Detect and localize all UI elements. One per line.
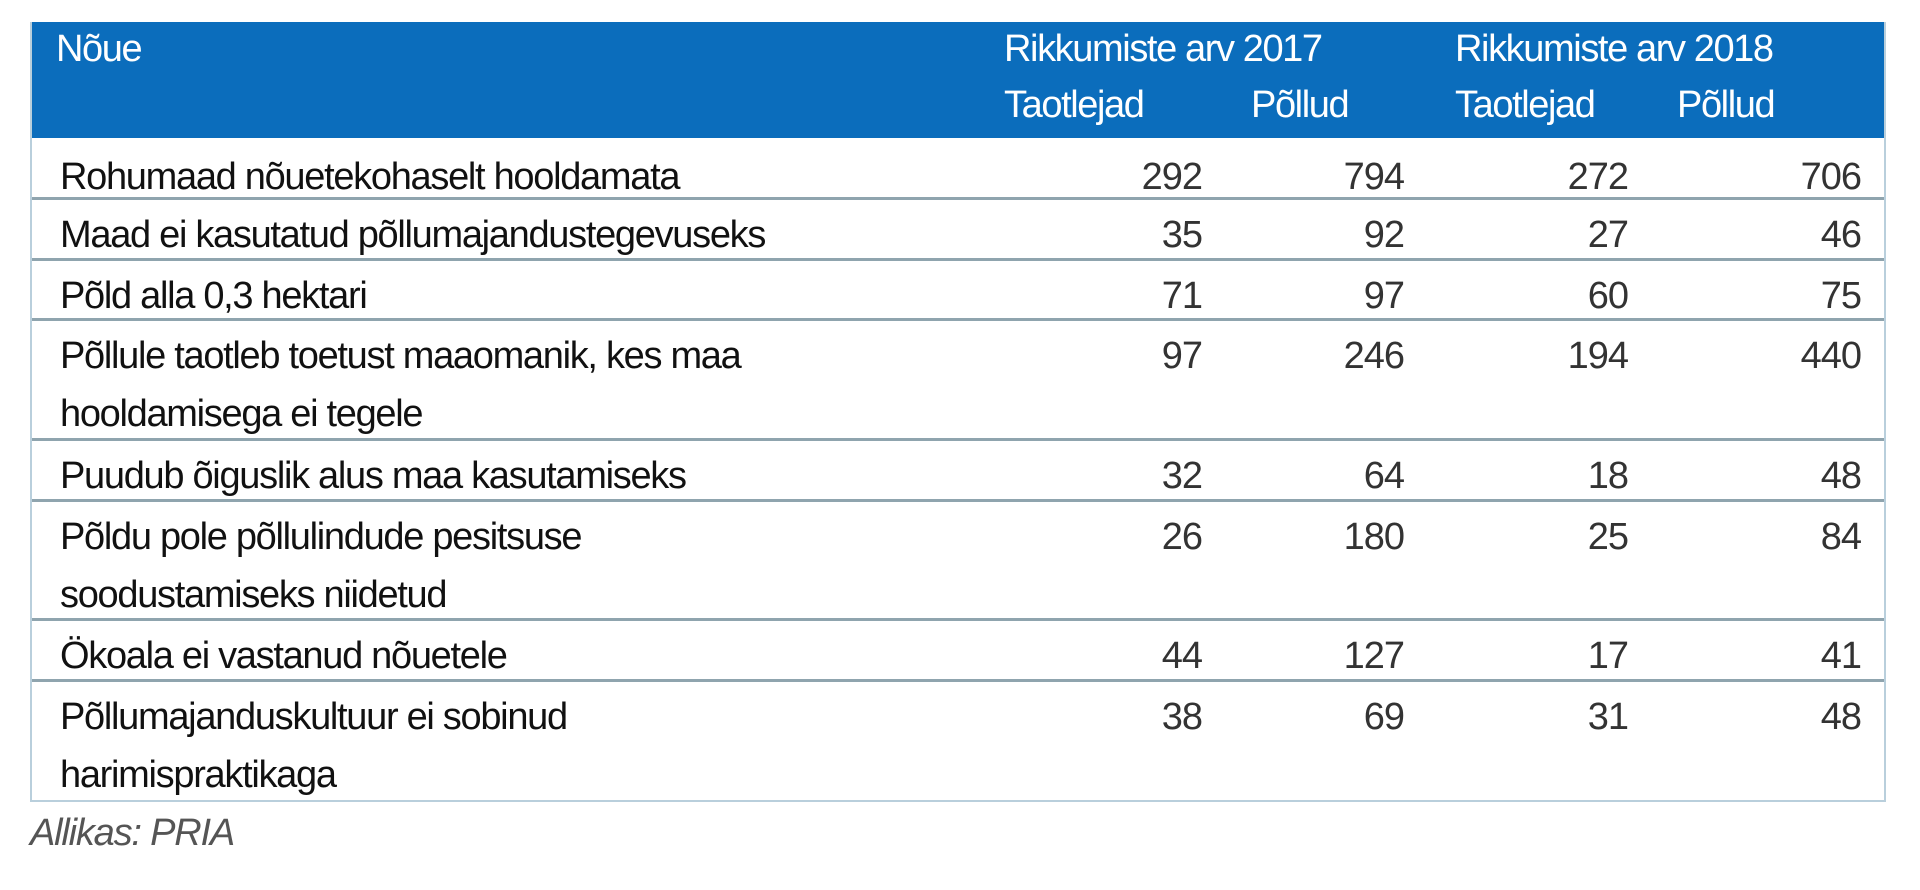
header-applicants-2018: Taotlejad <box>1455 84 1596 126</box>
cell-applicants-2018: 18 <box>1587 455 1629 497</box>
row-label: Ökoala ei vastanud nõuetele <box>60 635 508 677</box>
row-label: Põllumajanduskultuur ei sobinud harimisp… <box>60 696 568 796</box>
cell-applicants-2017: 26 <box>1161 516 1203 558</box>
row-label: Puudub õiguslik alus maa kasutamiseks <box>60 455 687 497</box>
header-group-2018: Rikkumiste arv 2018 <box>1455 28 1774 70</box>
table-row: Maad ei kasutatud põllumajandustegevusek… <box>32 200 1884 261</box>
cell-applicants-2017: 38 <box>1161 696 1203 738</box>
violations-table: Nõue Rikkumiste arv 2017 Rikkumiste arv … <box>30 22 1886 802</box>
table-row: Puudub õiguslik alus maa kasutamiseks 32 6… <box>32 441 1884 502</box>
cell-fields-2018: 75 <box>1820 275 1862 317</box>
cell-applicants-2018: 27 <box>1587 214 1629 256</box>
header-fields-2017: Põllud <box>1251 84 1350 126</box>
table-row: Põldu pole põllulindude pesitsuse soodus… <box>32 502 1884 621</box>
header-fields-2018: Põllud <box>1677 84 1776 126</box>
cell-applicants-2018: 17 <box>1587 635 1629 677</box>
cell-fields-2017: 180 <box>1343 516 1405 558</box>
row-label: Rohumaad nõuetekohaselt hooldamata <box>60 156 680 198</box>
cell-fields-2018: 84 <box>1820 516 1862 558</box>
cell-applicants-2017: 97 <box>1161 335 1203 377</box>
cell-fields-2018: 48 <box>1820 455 1862 497</box>
cell-fields-2017: 246 <box>1343 335 1405 377</box>
cell-applicants-2017: 44 <box>1161 635 1203 677</box>
cell-fields-2018: 440 <box>1800 335 1862 377</box>
header-group-2017: Rikkumiste arv 2017 <box>1004 28 1323 70</box>
row-label: Põldu pole põllulindude pesitsuse soodus… <box>60 516 582 616</box>
cell-applicants-2017: 71 <box>1161 275 1203 317</box>
cell-applicants-2018: 31 <box>1587 696 1629 738</box>
row-label: Põld alla 0,3 hektari <box>60 275 368 317</box>
cell-fields-2018: 48 <box>1820 696 1862 738</box>
cell-applicants-2018: 194 <box>1567 335 1629 377</box>
cell-applicants-2018: 60 <box>1587 275 1629 317</box>
cell-fields-2017: 64 <box>1363 455 1405 497</box>
cell-applicants-2018: 25 <box>1587 516 1629 558</box>
cell-applicants-2017: 292 <box>1141 156 1203 198</box>
header-requirement: Nõue <box>56 28 143 70</box>
cell-fields-2017: 97 <box>1363 275 1405 317</box>
row-label: Maad ei kasutatud põllumajandustegevusek… <box>60 214 766 256</box>
header-applicants-2017: Taotlejad <box>1004 84 1145 126</box>
cell-fields-2017: 127 <box>1343 635 1405 677</box>
cell-fields-2017: 92 <box>1363 214 1405 256</box>
row-label: Põllule taotleb toetust maaomanik, kes m… <box>60 335 742 435</box>
table-row: Põld alla 0,3 hektari 71 97 60 75 <box>32 261 1884 321</box>
table-row: Ökoala ei vastanud nõuetele 44 127 17 41 <box>32 621 1884 682</box>
table-row: Põllumajanduskultuur ei sobinud harimisp… <box>32 682 1884 800</box>
cell-applicants-2017: 32 <box>1161 455 1203 497</box>
cell-applicants-2018: 272 <box>1567 156 1629 198</box>
source-caption: Allikas: PRIA <box>30 812 235 854</box>
table-row: Põllule taotleb toetust maaomanik, kes m… <box>32 321 1884 441</box>
cell-applicants-2017: 35 <box>1161 214 1203 256</box>
cell-fields-2017: 69 <box>1363 696 1405 738</box>
cell-fields-2018: 706 <box>1800 156 1862 198</box>
cell-fields-2018: 46 <box>1820 214 1862 256</box>
cell-fields-2018: 41 <box>1820 635 1862 677</box>
table-row: Rohumaad nõuetekohaselt hooldamata 292 794… <box>32 142 1884 200</box>
cell-fields-2017: 794 <box>1343 156 1405 198</box>
table-header: Nõue Rikkumiste arv 2017 Rikkumiste arv … <box>32 22 1884 138</box>
